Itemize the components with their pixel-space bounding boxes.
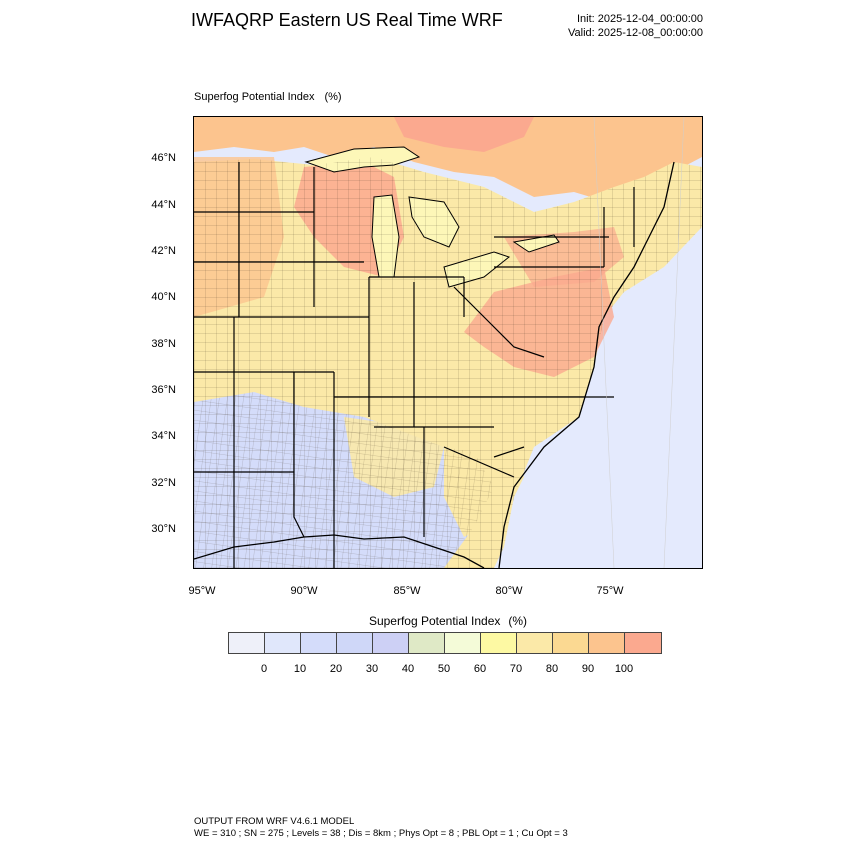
colorbar-swatch [625,633,661,653]
lat-label: 38°N [151,338,176,350]
map-panel [193,116,703,569]
colorbar-field-name: Superfog Potential Index [368,614,501,628]
lat-label: 44°N [151,199,176,211]
colorbar-swatch [409,633,445,653]
lat-label: 42°N [151,245,176,257]
north-region [194,117,702,207]
colorbar-tick-label: 40 [401,663,415,675]
colorbar-swatch [373,633,409,653]
map-canvas [194,117,702,568]
colorbar-swatch [589,633,625,653]
colorbar-swatch [445,633,481,653]
colorbar-swatch [265,633,301,653]
colorbar-title: Superfog Potential Index (%) [230,614,666,628]
colorbar-tick-label: 60 [473,663,487,675]
lat-label: 30°N [151,523,176,535]
county-lines-south [194,392,494,568]
colorbar-swatch [517,633,553,653]
lon-label: 90°W [290,585,318,597]
colorbar-tick-label: 10 [293,663,307,675]
north-high-region [394,117,534,152]
colorbar-unit: (%) [508,614,528,628]
colorbar-swatch [337,633,373,653]
gulf-coastline [194,534,485,568]
lon-label: 80°W [495,585,523,597]
lon-label: 95°W [188,585,216,597]
valid-time: Valid: 2025-12-08_00:00:00 [568,27,703,39]
colorbar-tick-label: 100 [614,663,634,675]
footer-config-line: WE = 310 ; SN = 275 ; Levels = 38 ; Dis … [194,828,568,839]
colorbar-tick-label: 80 [545,663,559,675]
model-footer: OUTPUT FROM WRF V4.6.1 MODEL WE = 310 ; … [194,816,568,840]
colorbar-swatch [229,633,265,653]
colorbar-tick-label: 20 [329,663,343,675]
colorbar-tick-label: 70 [509,663,523,675]
lat-label: 36°N [151,384,176,396]
footer-model-line: OUTPUT FROM WRF V4.6.1 MODEL [194,816,355,827]
atlantic-coastline [498,161,675,568]
colorbar-swatch [481,633,517,653]
state-borders [194,162,635,568]
plot-field-label: Superfog Potential Index (%) [194,91,342,103]
lon-label: 75°W [596,585,624,597]
lon-label: 85°W [393,585,421,597]
graticule [593,117,685,568]
colorbar-tick-label: 90 [581,663,595,675]
lat-label: 40°N [151,291,176,303]
map-title: IWFAQRP Eastern US Real Time WRF [191,10,503,30]
field-name: Superfog Potential Index [194,91,315,103]
lat-label: 46°N [151,152,176,164]
colorbar-tick-label: 50 [437,663,451,675]
colorbar [228,632,662,654]
init-time: Init: 2025-12-04_00:00:00 [577,13,703,25]
field-unit: (%) [324,91,342,103]
colorbar-swatch [301,633,337,653]
colorbar-tick-label: 30 [365,663,379,675]
lat-label: 32°N [151,477,176,489]
colorbar-tick-label: 0 [260,663,268,675]
colorbar-swatch [553,633,589,653]
lat-label: 34°N [151,430,176,442]
